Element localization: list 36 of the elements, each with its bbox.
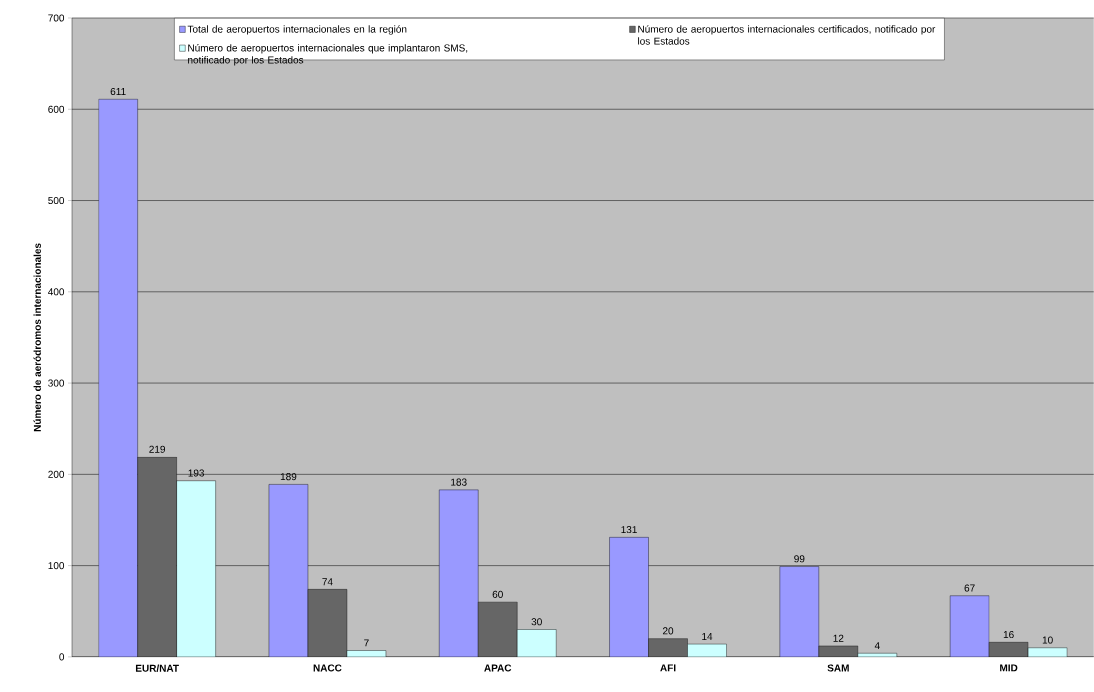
data-label: 14 — [702, 633, 713, 640]
data-label: 12 — [833, 634, 844, 642]
data-label: 16 — [1003, 631, 1014, 639]
legend-label: Total de aeropuertos internacionales en la región — [187, 25, 407, 35]
x-tick-label: NACC — [313, 664, 342, 672]
x-tick-label: SAM — [827, 664, 849, 672]
data-label: 193 — [188, 469, 205, 477]
data-label: 67 — [964, 584, 975, 592]
x-tick-label: AFI — [660, 664, 676, 672]
data-label: 219 — [149, 445, 166, 453]
y-axis-title: Número de aeródromos internacionales — [33, 243, 41, 432]
data-label: 611 — [110, 87, 126, 96]
data-label: 4 — [874, 642, 880, 650]
data-label: 20 — [662, 627, 674, 635]
legend-label: Número de aeropuertos internacionales que implantaron SMS, notificado por los Estados — [188, 44, 468, 66]
data-label: 189 — [280, 473, 297, 481]
y-tick-label: 400 — [48, 288, 65, 296]
x-tick-label: MID — [1000, 664, 1018, 672]
data-label: 60 — [492, 590, 503, 598]
data-label: 30 — [531, 618, 542, 626]
y-tick-label: 500 — [48, 197, 65, 205]
x-tick-label: APAC — [484, 664, 512, 672]
legend-label: Número de aeropuertos internacionales certificados, notificado por los Estados — [638, 25, 936, 45]
y-tick-label: 600 — [48, 105, 65, 113]
x-tick-label: EUR/NAT — [135, 664, 179, 672]
y-tick-label: 200 — [48, 470, 65, 478]
data-label: 99 — [794, 555, 805, 563]
y-tick-label: 300 — [48, 379, 65, 387]
data-label: 7 — [364, 639, 369, 647]
y-tick-label: 0 — [59, 653, 65, 661]
data-label: 10 — [1042, 636, 1053, 644]
y-tick-label: 100 — [48, 562, 65, 570]
data-label: 131 — [621, 526, 637, 534]
y-tick-label: 700 — [48, 14, 65, 22]
data-label: 183 — [451, 478, 467, 486]
data-label: 74 — [322, 578, 333, 586]
